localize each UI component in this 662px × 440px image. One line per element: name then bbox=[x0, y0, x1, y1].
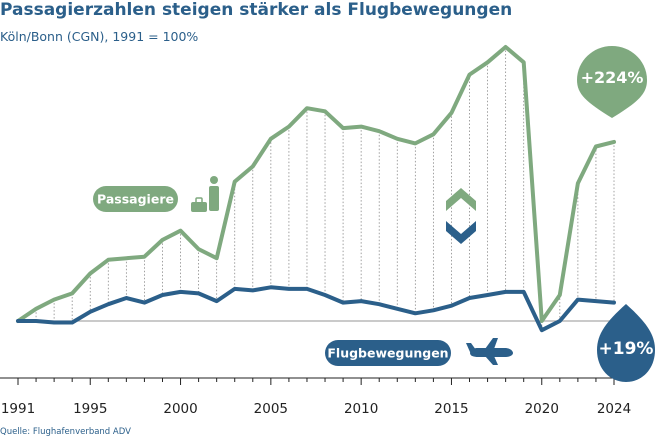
legend-passagiere-label: Passagiere bbox=[97, 192, 174, 207]
x-tick-label-2020: 2020 bbox=[525, 401, 559, 417]
badge-flugbewegungen-value: +19% bbox=[599, 339, 654, 359]
legend-flugbewegungen-label: Flugbewegungen bbox=[327, 346, 448, 361]
badge-passagiere-change: +224% bbox=[577, 46, 647, 118]
x-tick-label-2000: 2000 bbox=[163, 401, 197, 417]
badge-flugbewegungen-change: +19% bbox=[597, 304, 655, 382]
x-tick-label-2010: 2010 bbox=[344, 401, 378, 417]
x-tick-label-1991: 1991 bbox=[1, 401, 35, 417]
x-tick-label-2005: 2005 bbox=[254, 401, 288, 417]
series-line-flugbewegungen bbox=[18, 287, 614, 330]
series-line-passagiere bbox=[18, 47, 614, 321]
x-tick-label-2024: 2024 bbox=[597, 401, 631, 417]
badge-passagiere-value: +224% bbox=[581, 68, 644, 87]
source-note: Quelle: Flughafenverband ADV bbox=[0, 427, 131, 437]
x-tick-label-2015: 2015 bbox=[434, 401, 468, 417]
passenger-icon bbox=[191, 176, 219, 212]
x-axis: 1991 1995 2000 2005 2010 2015 2020 2024 bbox=[0, 378, 631, 417]
legend-passagiere: Passagiere bbox=[93, 186, 178, 212]
airplane-icon bbox=[466, 338, 513, 365]
legend-flugbewegungen: Flugbewegungen bbox=[325, 340, 451, 366]
chevron-up-icon bbox=[446, 188, 476, 211]
chevron-down-icon bbox=[446, 221, 476, 244]
x-tick-label-1995: 1995 bbox=[73, 401, 107, 417]
